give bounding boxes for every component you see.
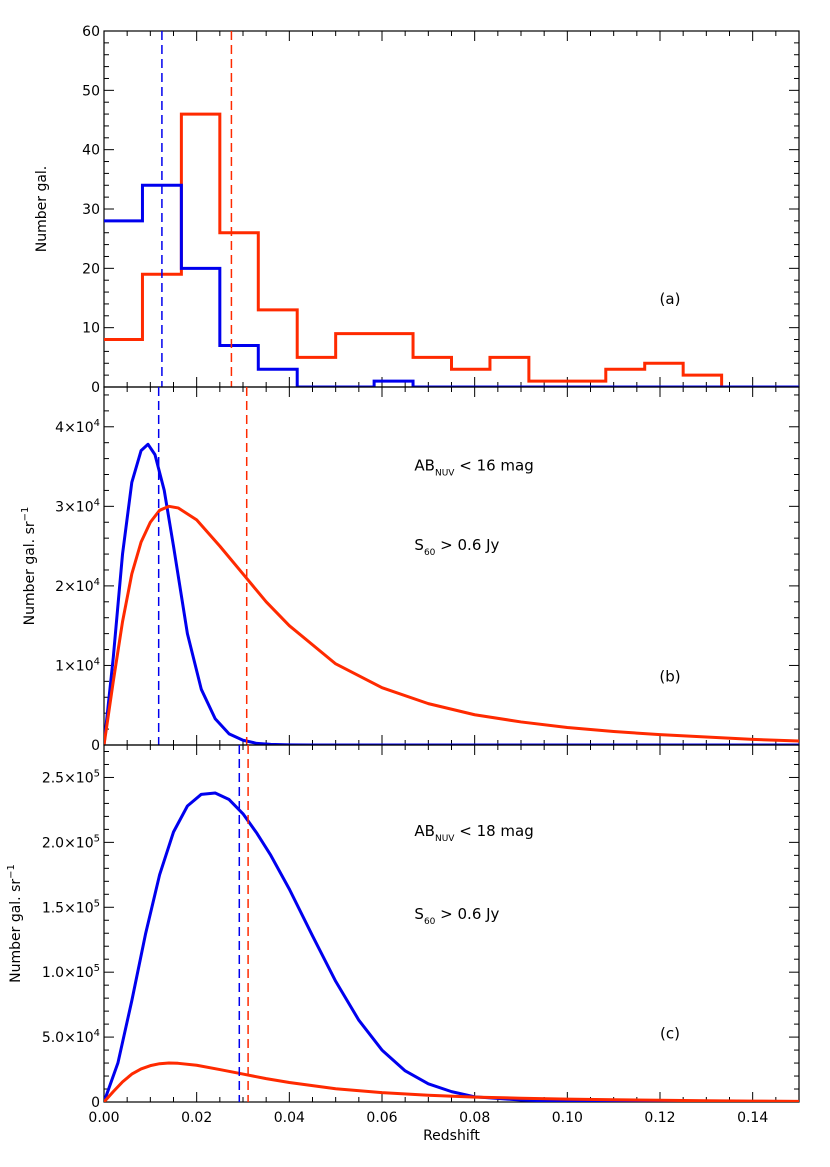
- panel-frame: [103, 30, 800, 388]
- annotation-main: S: [414, 536, 424, 554]
- y-axis-label-sup: −1: [6, 864, 17, 879]
- y-tick-label-mantissa: 2.0×10: [42, 835, 94, 851]
- y-tick-label-exponent: 5: [94, 963, 100, 974]
- y-tick-label-mantissa: 2.5×10: [42, 770, 94, 786]
- y-tick-label: 2.5×105: [42, 768, 100, 786]
- x-axis-label: Redshift: [423, 1128, 480, 1144]
- y-tick-label: 10: [82, 321, 100, 337]
- x-tick-label: 0.02: [181, 1110, 212, 1126]
- y-tick-label-exponent: 5: [94, 768, 100, 779]
- curve-red-series: [104, 504, 799, 745]
- y-tick-label: 60: [82, 24, 100, 40]
- y-tick-label-mantissa: 1.5×10: [42, 900, 94, 916]
- y-tick-label-exponent: 5: [94, 898, 100, 909]
- annotation: S60 > 0.6 Jy: [414, 905, 499, 927]
- annotation: ABNUV < 16 mag: [414, 457, 533, 479]
- y-tick-label: 2×104: [55, 577, 100, 595]
- panel-label: (a): [660, 290, 681, 308]
- y-tick-label: 50: [82, 83, 100, 99]
- x-tick-label: 0.04: [274, 1110, 305, 1126]
- annotation-subscript: 60: [424, 917, 436, 927]
- y-axis-label: Number gal. sr−1: [20, 507, 38, 626]
- y-tick-label: 40: [82, 143, 100, 159]
- annotation: S60 > 0.6 Jy: [414, 536, 499, 558]
- panel-frame: [103, 744, 800, 1103]
- y-tick-label: 0: [91, 380, 100, 396]
- y-tick-label: 20: [82, 261, 100, 277]
- panel-label: (b): [659, 667, 680, 685]
- plot-area: [104, 745, 799, 1102]
- x-tick-label: 0.00: [88, 1110, 119, 1126]
- x-tick-label: 0.10: [552, 1110, 583, 1126]
- y-tick-label: 5.0×104: [42, 1028, 100, 1046]
- y-tick-label-exponent: 4: [94, 1028, 100, 1039]
- annotation-subscript: 60: [424, 548, 436, 558]
- y-tick-label-mantissa: 2×10: [55, 579, 93, 595]
- y-tick-label: 0: [91, 1095, 100, 1111]
- y-axis-label-sup: −1: [20, 507, 31, 522]
- histogram-blue-series: [104, 183, 799, 387]
- y-tick-label-text: 30: [82, 202, 100, 218]
- y-tick-label-mantissa: 1×10: [55, 658, 93, 674]
- x-tick-label: 0.14: [737, 1110, 768, 1126]
- annotation-main: AB: [414, 457, 435, 475]
- y-tick-label-text: 10: [82, 321, 100, 337]
- y-axis-label: Number gal. sr−1: [6, 864, 24, 983]
- y-tick-label-exponent: 4: [94, 497, 100, 508]
- y-tick-label: 2.0×105: [42, 833, 100, 851]
- y-tick-label-text: 50: [82, 83, 100, 99]
- annotation: ABNUV < 18 mag: [414, 822, 533, 844]
- y-tick-label-text: 0: [91, 738, 100, 754]
- panel-c: 05.0×1041.0×1051.5×1052.0×1052.5×105Numb…: [6, 744, 800, 1144]
- annotation-subscript: NUV: [435, 469, 455, 479]
- y-tick-label-exponent: 4: [94, 656, 100, 667]
- panel-label: (c): [660, 1024, 680, 1042]
- annotation-main: AB: [414, 822, 435, 840]
- annotation-rest: > 0.6 Jy: [435, 536, 499, 554]
- y-axis-label-text: Number gal. sr: [22, 521, 38, 625]
- y-tick-label-mantissa: 1.0×10: [42, 965, 94, 981]
- y-tick-label-mantissa: 4×10: [55, 420, 93, 436]
- y-tick-label: 1.5×105: [42, 898, 100, 916]
- annotation-rest: > 0.6 Jy: [435, 905, 499, 923]
- annotation-subscript: NUV: [435, 834, 455, 844]
- y-tick-label-mantissa: 5.0×10: [42, 1030, 94, 1046]
- x-tick-label: 0.06: [366, 1110, 397, 1126]
- y-tick-label: 30: [82, 202, 100, 218]
- y-axis-label-text: Number gal.: [34, 166, 50, 253]
- y-axis-label: Number gal.: [34, 166, 50, 253]
- y-axis-label-text: Number gal. sr: [8, 879, 24, 983]
- y-tick-label: 0: [91, 738, 100, 754]
- y-tick-label-text: 20: [82, 261, 100, 277]
- y-tick-label-mantissa: 3×10: [55, 499, 93, 515]
- panel-a: 0 10 20 30 40 50 60 Number gal. (a): [34, 24, 800, 396]
- y-tick-label-text: 0: [91, 380, 100, 396]
- plot-area: [104, 31, 799, 387]
- panel-frame: [103, 386, 800, 746]
- curve-red-series: [104, 1061, 799, 1102]
- annotation-rest: < 16 mag: [454, 457, 533, 475]
- y-tick-label: 1×104: [55, 656, 100, 674]
- y-tick-label-text: 40: [82, 143, 100, 159]
- x-tick-label: 0.08: [459, 1110, 490, 1126]
- x-tick-label: 0.12: [644, 1110, 675, 1126]
- histogram-red-series: [104, 112, 799, 387]
- plot-area: [104, 387, 799, 745]
- y-tick-label-text: 0: [91, 1095, 100, 1111]
- annotation-main: S: [414, 905, 424, 923]
- y-tick-label-text: 60: [82, 24, 100, 40]
- y-tick-label-exponent: 4: [94, 418, 100, 429]
- y-tick-label: 4×104: [55, 418, 100, 436]
- y-tick-label-exponent: 4: [94, 577, 100, 588]
- curve-blue-series: [104, 442, 799, 745]
- y-tick-label-exponent: 5: [94, 833, 100, 844]
- y-tick-label: 3×104: [55, 497, 100, 515]
- annotation-rest: < 18 mag: [454, 822, 533, 840]
- y-tick-label: 1.0×105: [42, 963, 100, 981]
